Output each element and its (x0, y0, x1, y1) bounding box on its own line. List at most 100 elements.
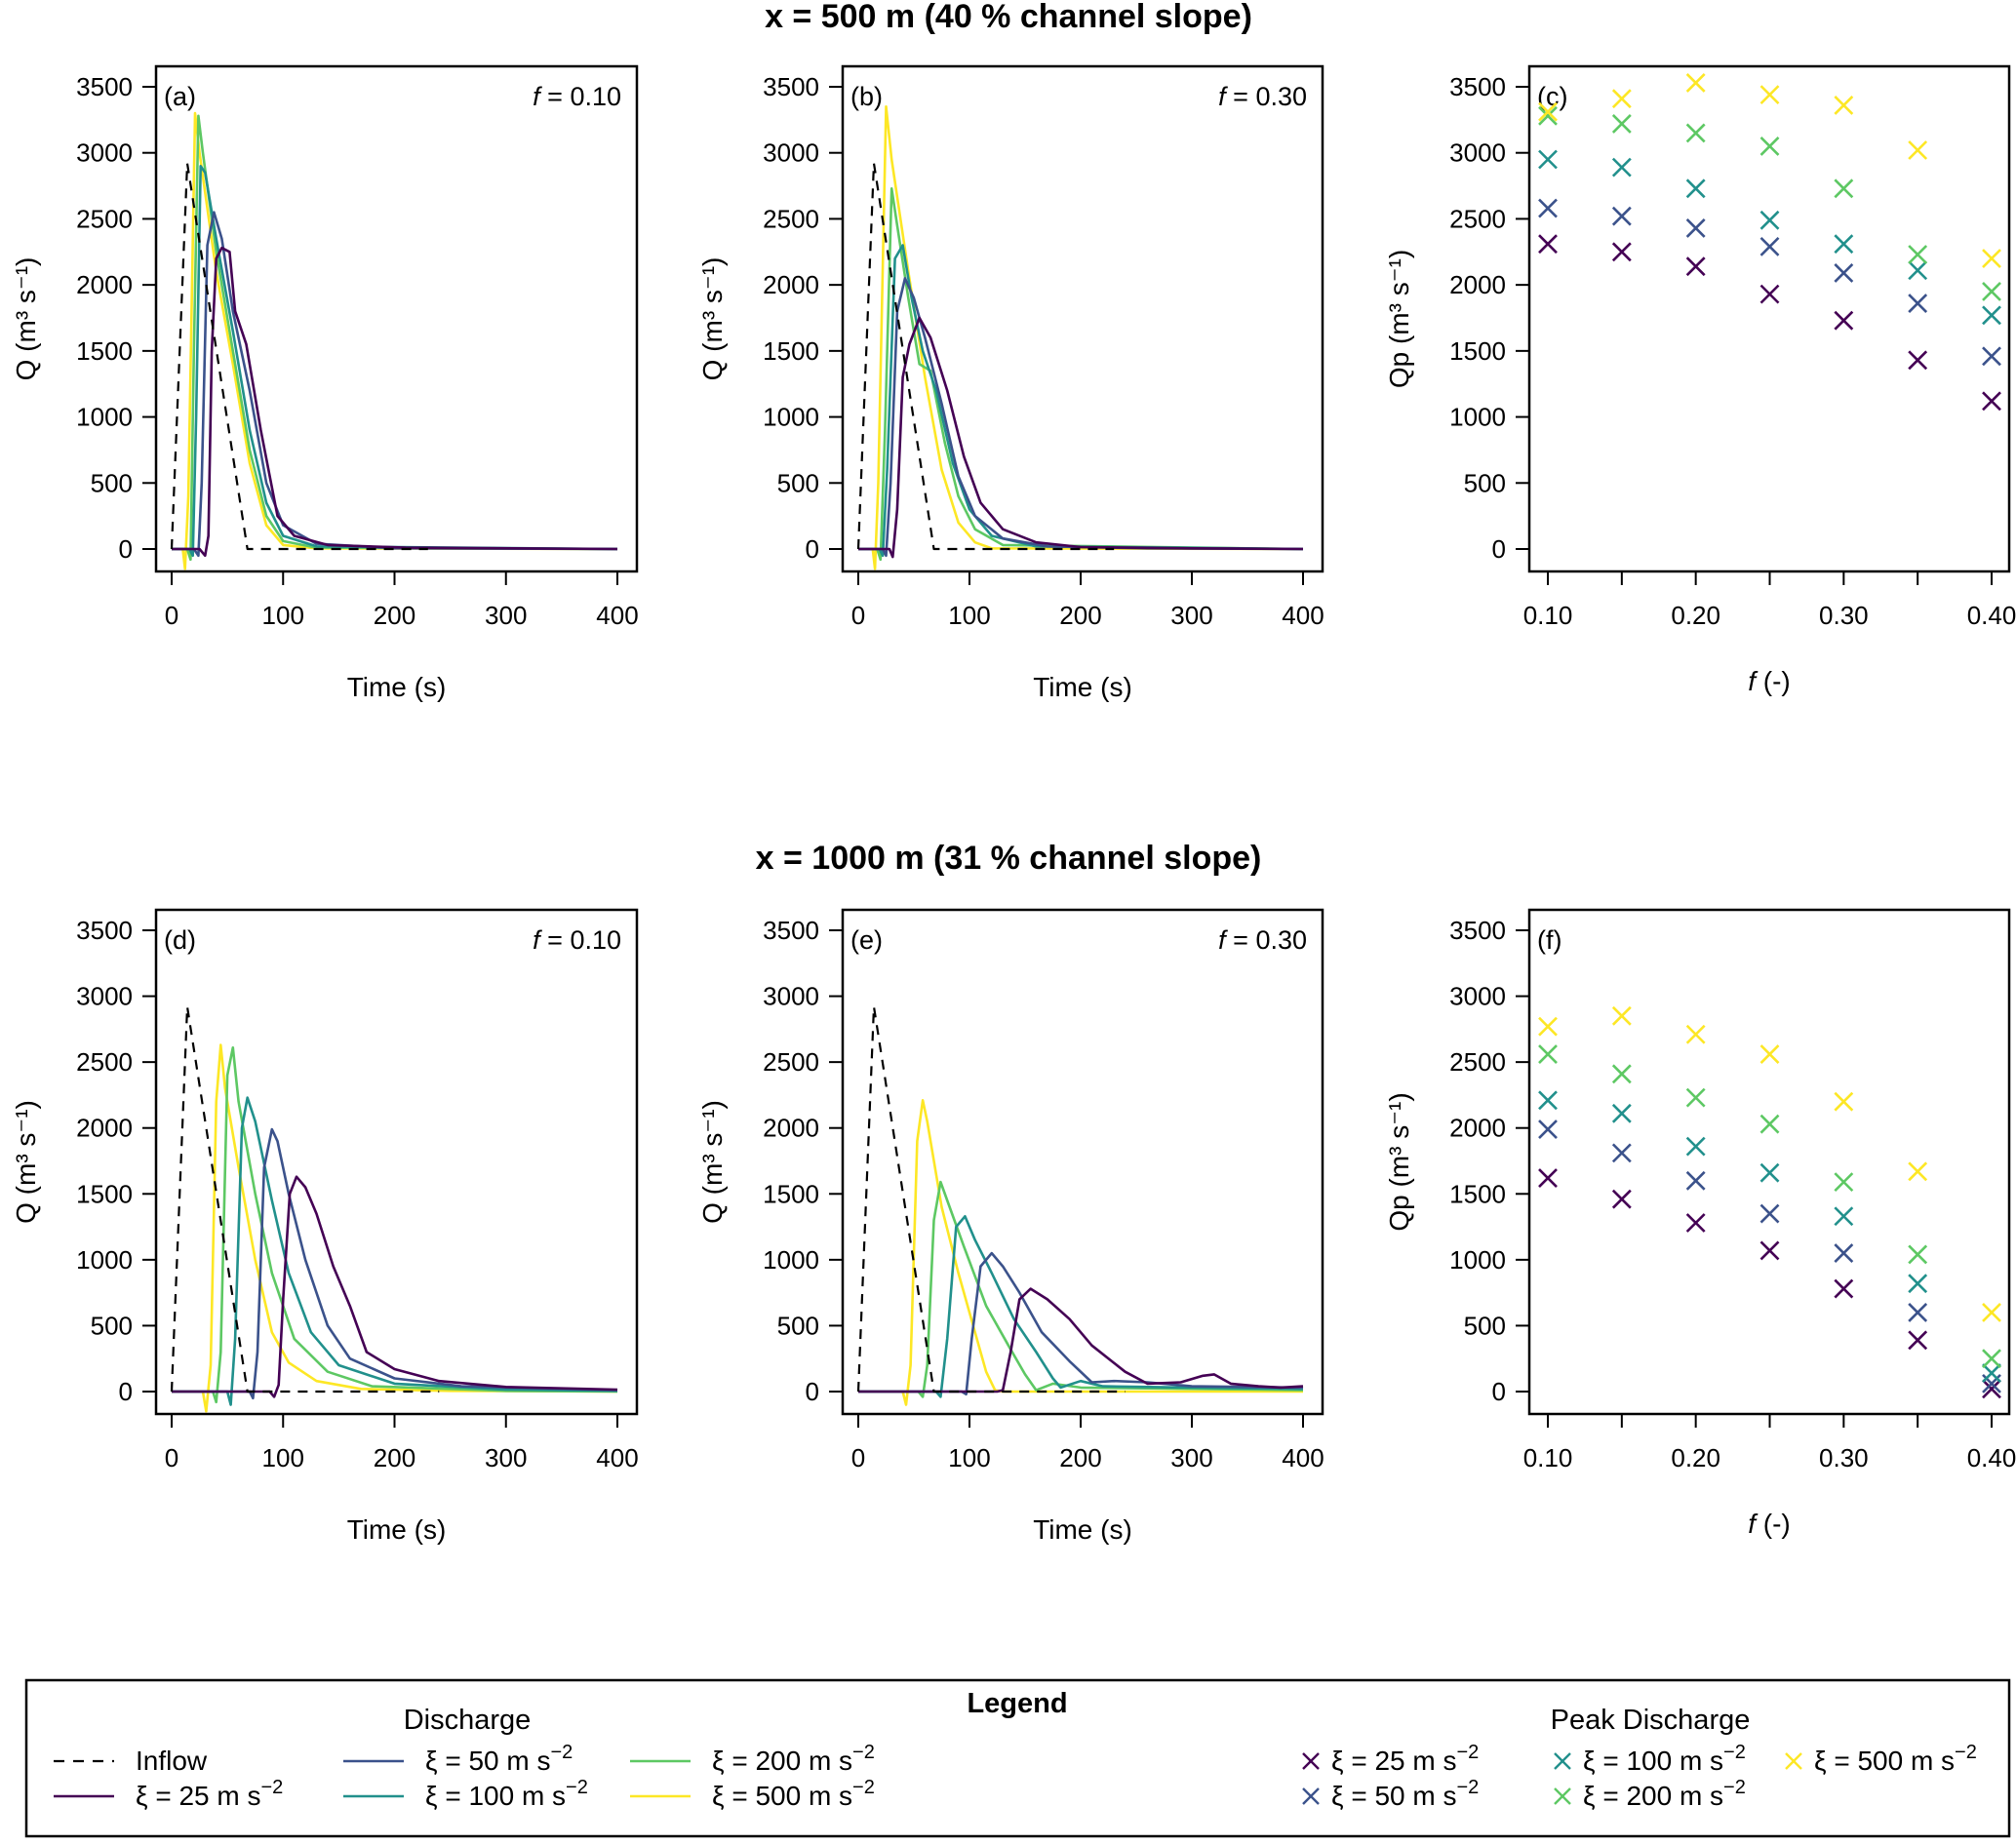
legend-box (24, 1678, 2011, 1838)
y-axis-title: Q (m³ s⁻¹) (11, 257, 41, 381)
marker-xi200 (1611, 1064, 1632, 1084)
f-symbol: f (1218, 925, 1228, 955)
marker-stroke (1785, 1752, 1802, 1770)
y-tick-label: 0 (1492, 1377, 1506, 1406)
marker-stroke (1685, 1136, 1706, 1157)
plot-frame (1527, 908, 2011, 1416)
y-tick-label: 3000 (76, 138, 133, 168)
x-tick-label: 200 (1059, 1443, 1101, 1472)
marker-xi50 (1759, 1203, 1780, 1224)
series-line-xi50 (858, 1251, 1304, 1395)
legend-item-xi50: ξ = 50 m s−2 (425, 1742, 573, 1776)
y-tick-label: 2000 (76, 270, 133, 299)
marker-xi100 (1685, 1136, 1706, 1157)
row-title-top: x = 500 m (40 % channel slope) (765, 0, 1252, 35)
legend-item-inflow: Inflow (136, 1746, 208, 1776)
marker-stroke (1685, 1213, 1706, 1233)
y-tick-label: 500 (91, 468, 133, 497)
y-tick-label: 2500 (76, 204, 133, 233)
marker-stroke (1538, 1044, 1558, 1064)
legend-label-sup: −2 (1456, 1777, 1479, 1798)
series-line-xi100 (172, 165, 618, 558)
marker-xi100 (1982, 305, 2001, 326)
marker-xi50 (1834, 263, 1854, 283)
marker-stroke (1982, 249, 2001, 268)
plot-frame (1527, 64, 2011, 573)
x-axis-title: f (-) (1748, 666, 1791, 696)
x-tick-label: 0 (851, 1443, 865, 1472)
marker-xi100 (1908, 1274, 1928, 1294)
marker-xi200 (1538, 105, 1558, 126)
x-tick-label: 400 (596, 1443, 638, 1472)
f-annotation: f = 0.30 (1218, 82, 1307, 111)
panel-label: (e) (850, 925, 883, 955)
x-tick-label: 200 (374, 1443, 415, 1472)
series-line-xi500 (172, 1043, 618, 1413)
marker-xi100 (1834, 1206, 1854, 1227)
marker-stroke (1908, 1244, 1928, 1265)
x-tick-label: 100 (262, 1443, 304, 1472)
series-line-xi200 (172, 114, 618, 562)
marker-stroke (1538, 1168, 1558, 1188)
panel-c: 0 500 1000 1500 2000 2500 3000 3500 0.10 0.20 0.30… (1384, 64, 2016, 696)
marker-stroke (1538, 1119, 1558, 1139)
marker-stroke (1908, 260, 1928, 281)
legend-label-sup: −2 (1456, 1742, 1479, 1763)
marker-stroke (1611, 242, 1632, 262)
marker-stroke (1908, 140, 1928, 160)
legend-label-sup: −2 (1955, 1742, 1977, 1763)
x-tick-label: 100 (948, 601, 990, 630)
legend-marker-xi500 (1785, 1752, 1802, 1770)
y-tick-label: 1500 (763, 336, 819, 366)
series-line-xi100 (172, 1096, 618, 1406)
marker-xi25 (1611, 242, 1632, 262)
y-tick-label: 3000 (763, 982, 819, 1011)
marker-xi500 (1759, 85, 1780, 105)
marker-xi200 (1834, 1172, 1854, 1193)
panel-label: (d) (164, 925, 196, 955)
legend-peak-item-xi50: ξ = 50 m s−2 (1331, 1777, 1479, 1811)
x-tick-label: 0.20 (1671, 601, 1720, 630)
y-tick-label: 3500 (76, 72, 133, 101)
marker-stroke (1554, 1752, 1571, 1770)
marker-stroke (1982, 281, 2001, 301)
marker-stroke (1611, 157, 1632, 177)
y-tick-label: 1500 (1449, 336, 1506, 366)
x-axis-title-f: f (1748, 1509, 1759, 1539)
marker-stroke (1685, 178, 1706, 199)
y-tick-label: 1000 (76, 1245, 133, 1275)
marker-stroke (1908, 1302, 1928, 1322)
series-line-xi200 (172, 1046, 618, 1404)
marker-stroke (1685, 123, 1706, 143)
panel-b: 0 500 1000 1500 2000 2500 3000 3500 0 100 200 300 40… (697, 64, 1324, 702)
series-line-xi100 (858, 1215, 1304, 1398)
x-tick-label: 0.20 (1671, 1443, 1720, 1472)
panel-label: (b) (850, 82, 883, 111)
y-tick-label: 3500 (763, 72, 819, 101)
marker-xi500 (1834, 1091, 1854, 1112)
y-tick-label: 2500 (763, 1047, 819, 1077)
marker-xi25 (1982, 1379, 2001, 1399)
legend-title: Legend (967, 1688, 1067, 1719)
legend-label-text: ξ = 100 m s (1583, 1746, 1723, 1776)
series-line-xi25 (172, 246, 618, 558)
legend-peak-item-xi500: ξ = 500 m s−2 (1814, 1742, 1977, 1776)
marker-xi500 (1759, 1044, 1780, 1064)
x-axis-title-f: f (1748, 666, 1759, 696)
marker-xi100 (1685, 178, 1706, 199)
f-symbol: f (1218, 82, 1228, 111)
legend-item-xi200: ξ = 200 m s−2 (712, 1742, 875, 1776)
marker-xi500 (1685, 73, 1706, 93)
marker-xi200 (1908, 1244, 1928, 1265)
marker-stroke (1685, 256, 1706, 277)
marker-xi25 (1685, 1213, 1706, 1233)
marker-stroke (1834, 263, 1854, 283)
x-tick-label: 400 (1282, 1443, 1324, 1472)
marker-xi25 (1685, 256, 1706, 277)
legend-peak-item-xi25: ξ = 25 m s−2 (1331, 1742, 1479, 1776)
series-line-xi25 (172, 1175, 618, 1398)
x-axis-title: Time (s) (1033, 672, 1132, 702)
marker-xi100 (1538, 1090, 1558, 1111)
marker-xi100 (1982, 1363, 2001, 1383)
